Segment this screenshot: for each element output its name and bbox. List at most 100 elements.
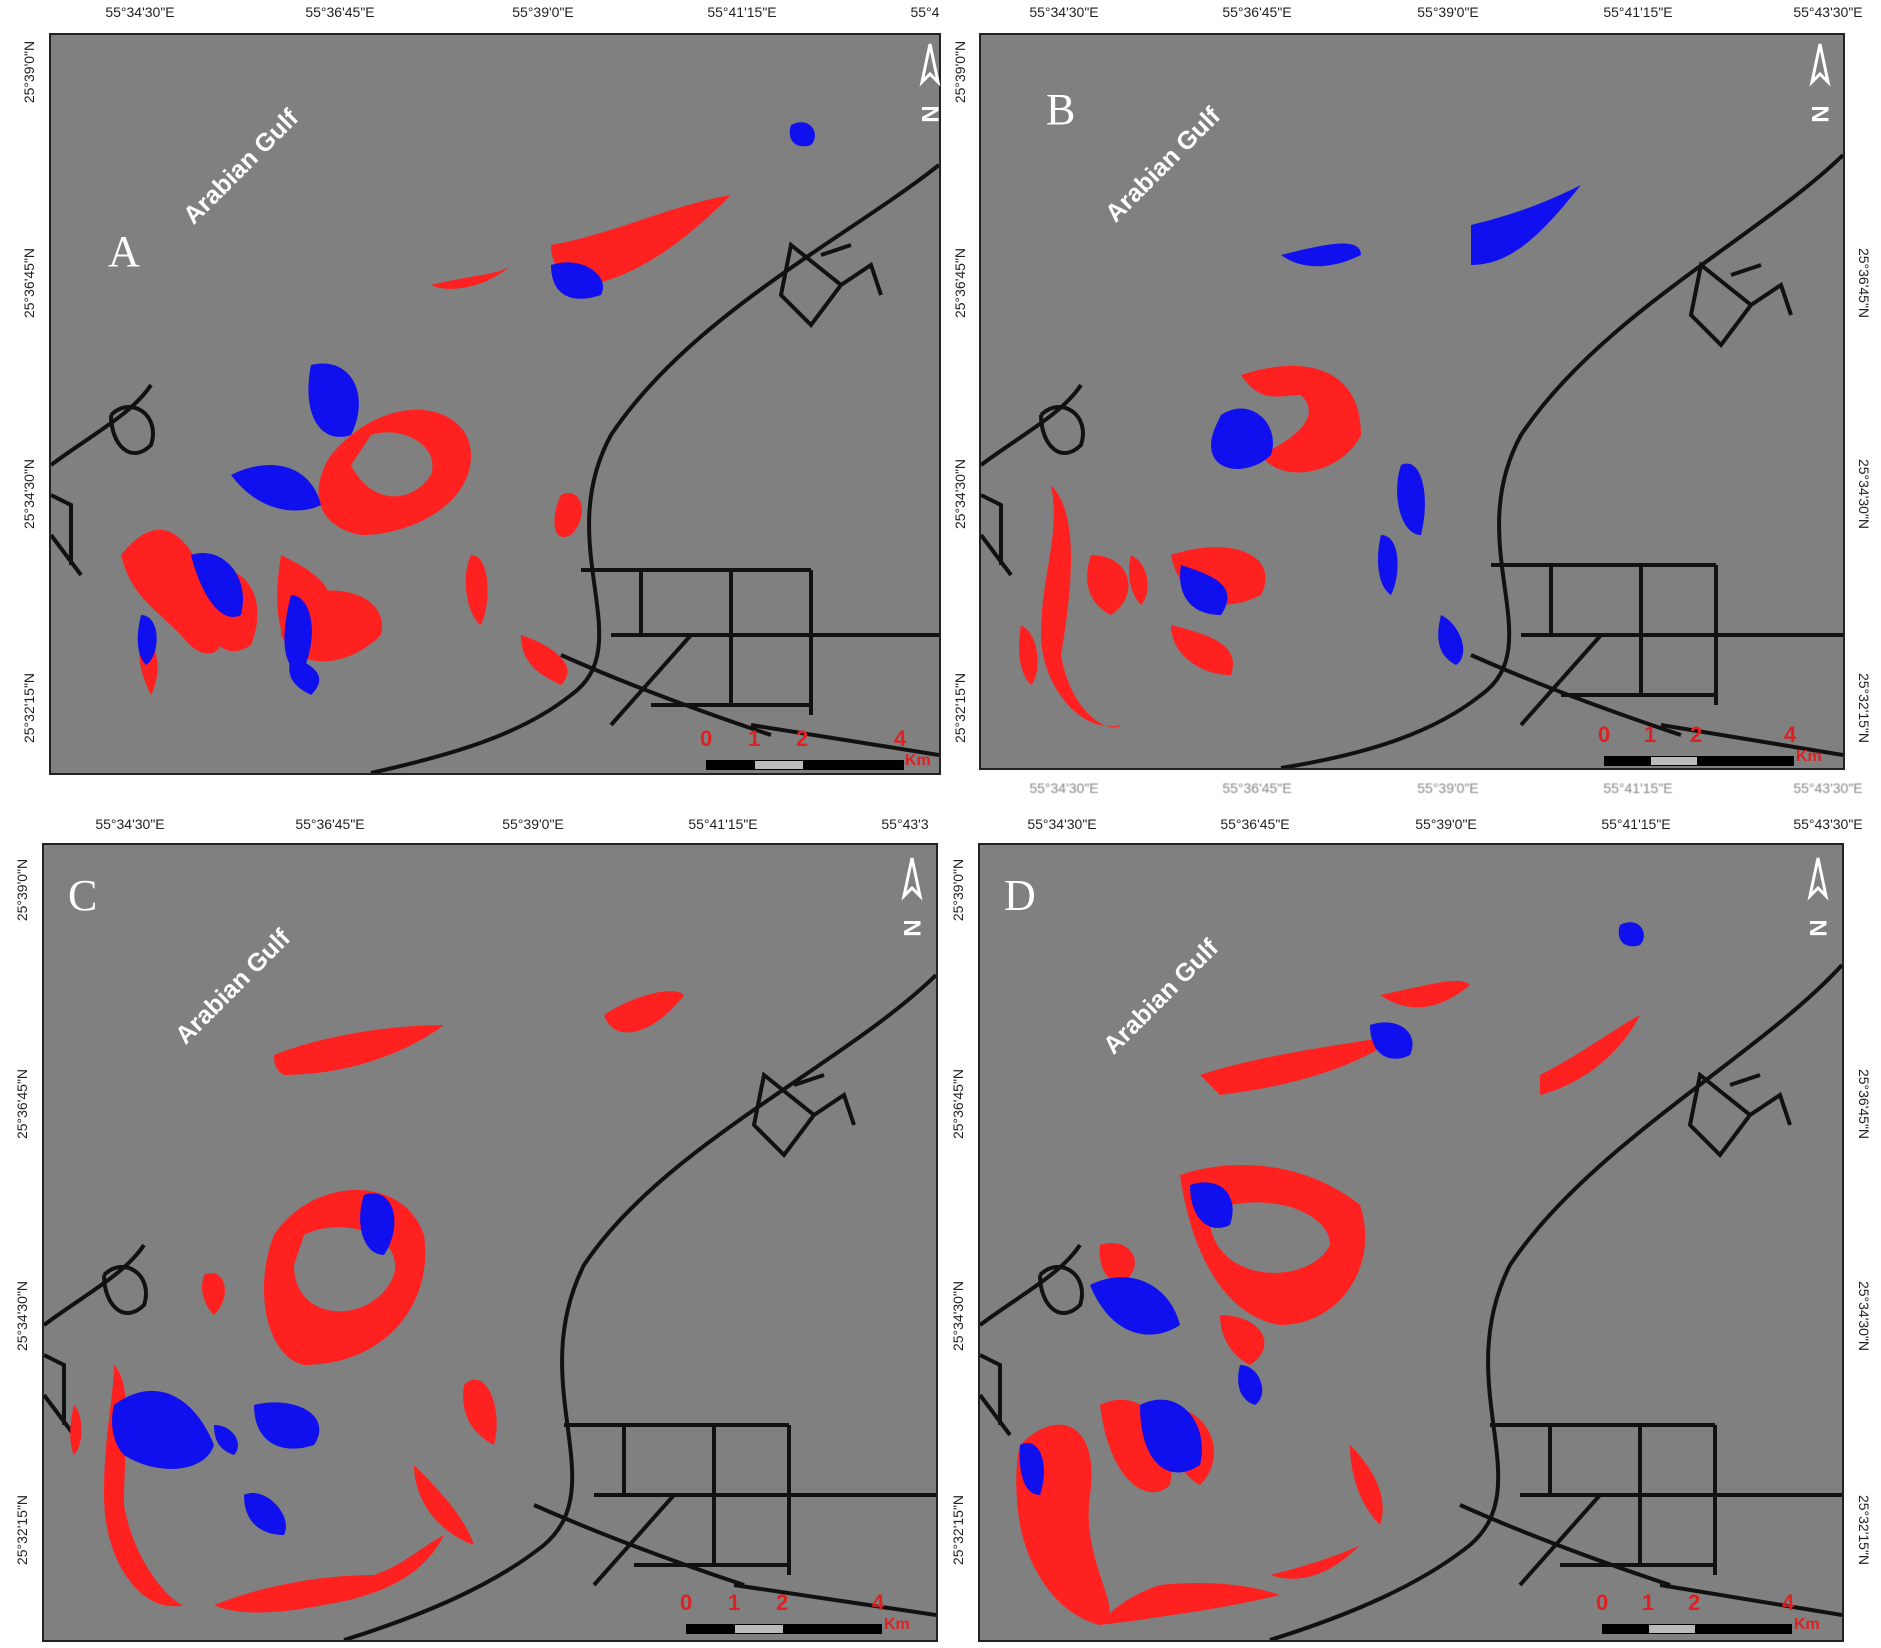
lon-tick: 55°41'15"E: [1603, 4, 1673, 20]
lat-tick: 25°39'0"N: [952, 40, 968, 104]
north-arrow-icon: N: [1808, 43, 1832, 123]
lat-tick: 25°34'30"N: [1856, 458, 1872, 530]
scale-bar: [1604, 756, 1794, 766]
lon-tick: 55°36'45"E: [1222, 4, 1292, 20]
scale-number: 4: [894, 726, 907, 751]
lat-tick: 25°34'30"N: [952, 458, 968, 530]
lon-tick: 55°39'0"E: [1417, 780, 1479, 796]
lon-tick: 55°43'30"E: [1793, 780, 1863, 796]
red-class-patches: [1016, 980, 1640, 1625]
lon-tick: 55°36'45"E: [1222, 780, 1292, 796]
lon-tick: 55°34'30"E: [95, 816, 165, 832]
scale-bar: [1602, 1624, 1792, 1634]
scale-number: 1: [1642, 1590, 1655, 1615]
lon-tick: 55°39'0"E: [502, 816, 564, 832]
svg-text:N: N: [918, 105, 942, 122]
lon-tick: 55°41'15"E: [1601, 816, 1671, 832]
lat-tick: 25°32'15"N: [1856, 672, 1872, 744]
lat-tick: 25°34'30"N: [21, 458, 37, 530]
road-network: [44, 973, 936, 1640]
scale-number: 0: [700, 726, 713, 751]
lon-tick: 55°36'45"E: [305, 4, 375, 20]
lon-tick: 55°43'3: [881, 816, 929, 832]
lat-tick: 25°36'45"N: [1856, 247, 1872, 319]
scale-number: 4: [872, 1590, 885, 1615]
road-network: [51, 163, 939, 773]
map-canvas: [51, 122, 939, 773]
lon-tick: 55°41'15"E: [707, 4, 777, 20]
map-frame: [978, 843, 1844, 1642]
map-frame: [49, 33, 941, 775]
lon-tick: 55°4: [910, 4, 940, 20]
lat-tick: 25°36'45"N: [1856, 1068, 1872, 1140]
map-frame: [42, 843, 938, 1642]
lat-tick: 25°34'30"N: [950, 1280, 966, 1352]
panel-label: A: [108, 227, 140, 276]
lon-tick: 55°39'0"E: [1415, 816, 1477, 832]
scale-number: 0: [1598, 722, 1611, 747]
lat-tick: 25°36'45"N: [21, 247, 37, 319]
blue-class-patches: [1180, 185, 1581, 665]
map-canvas: [44, 973, 936, 1640]
panel-label: B: [1046, 85, 1076, 134]
red-class-patches: [70, 991, 684, 1613]
lat-tick: 25°39'0"N: [950, 858, 966, 922]
scale-unit: Km: [884, 1616, 910, 1633]
blue-class-patches: [112, 1193, 395, 1535]
scale-unit: Km: [1796, 748, 1822, 765]
lat-tick: 25°32'15"N: [1856, 1494, 1872, 1566]
svg-text:N: N: [1806, 919, 1830, 936]
lon-tick: 55°39'0"E: [512, 4, 574, 20]
blue-class-patches: [1019, 922, 1644, 1495]
red-class-patches: [1019, 365, 1361, 728]
north-arrow-icon: N: [918, 43, 942, 123]
road-network: [980, 963, 1842, 1640]
panel-label: C: [68, 871, 98, 920]
scale-number: 1: [748, 726, 761, 751]
lat-tick: 25°36'45"N: [952, 247, 968, 319]
map-frame: [979, 33, 1845, 770]
scale-number: 4: [1784, 722, 1797, 747]
lon-tick: 55°41'15"E: [688, 816, 758, 832]
lat-tick: 25°32'15"N: [21, 672, 37, 744]
scale-unit: Km: [905, 752, 931, 769]
lon-tick: 55°36'45"E: [295, 816, 365, 832]
lon-tick: 55°43'30"E: [1793, 816, 1863, 832]
lon-tick: 55°34'30"E: [105, 4, 175, 20]
blue-class-patches: [137, 122, 815, 695]
scale-number: 1: [1644, 722, 1657, 747]
road-network: [981, 153, 1843, 768]
scale-number: 2: [1688, 1590, 1701, 1615]
lat-tick: 25°36'45"N: [950, 1068, 966, 1140]
panel-label: D: [1004, 871, 1036, 920]
scale-number: 0: [1596, 1590, 1609, 1615]
lat-tick: 25°34'30"N: [14, 1280, 30, 1352]
scale-number: 2: [776, 1590, 789, 1615]
lon-tick: 55°36'45"E: [1220, 816, 1290, 832]
lat-tick: 25°36'45"N: [14, 1068, 30, 1140]
scale-bar: [706, 760, 904, 770]
lat-tick: 25°39'0"N: [14, 858, 30, 922]
map-canvas: [980, 922, 1842, 1640]
lat-tick: 25°32'15"N: [14, 1494, 30, 1566]
scale-unit: Km: [1794, 1616, 1820, 1633]
north-arrow-icon: N: [900, 857, 924, 937]
svg-text:N: N: [1808, 105, 1832, 122]
svg-text:N: N: [900, 919, 924, 936]
scale-number: 1: [728, 1590, 741, 1615]
scale-number: 0: [680, 1590, 693, 1615]
north-arrow-icon: N: [1806, 857, 1830, 937]
lon-tick: 55°43'30"E: [1793, 4, 1863, 20]
scale-number: 4: [1782, 1590, 1795, 1615]
map-canvas: [981, 153, 1843, 768]
lat-tick: 25°39'0"N: [21, 40, 37, 104]
lon-tick: 55°41'15"E: [1603, 780, 1673, 796]
scale-bar: [686, 1624, 882, 1634]
scale-number: 2: [1690, 722, 1703, 747]
lon-tick: 55°34'30"E: [1029, 4, 1099, 20]
lat-tick: 25°34'30"N: [1856, 1280, 1872, 1352]
lon-tick: 55°34'30"E: [1027, 816, 1097, 832]
scale-number: 2: [796, 726, 809, 751]
lat-tick: 25°32'15"N: [952, 672, 968, 744]
lon-tick: 55°39'0"E: [1417, 4, 1479, 20]
